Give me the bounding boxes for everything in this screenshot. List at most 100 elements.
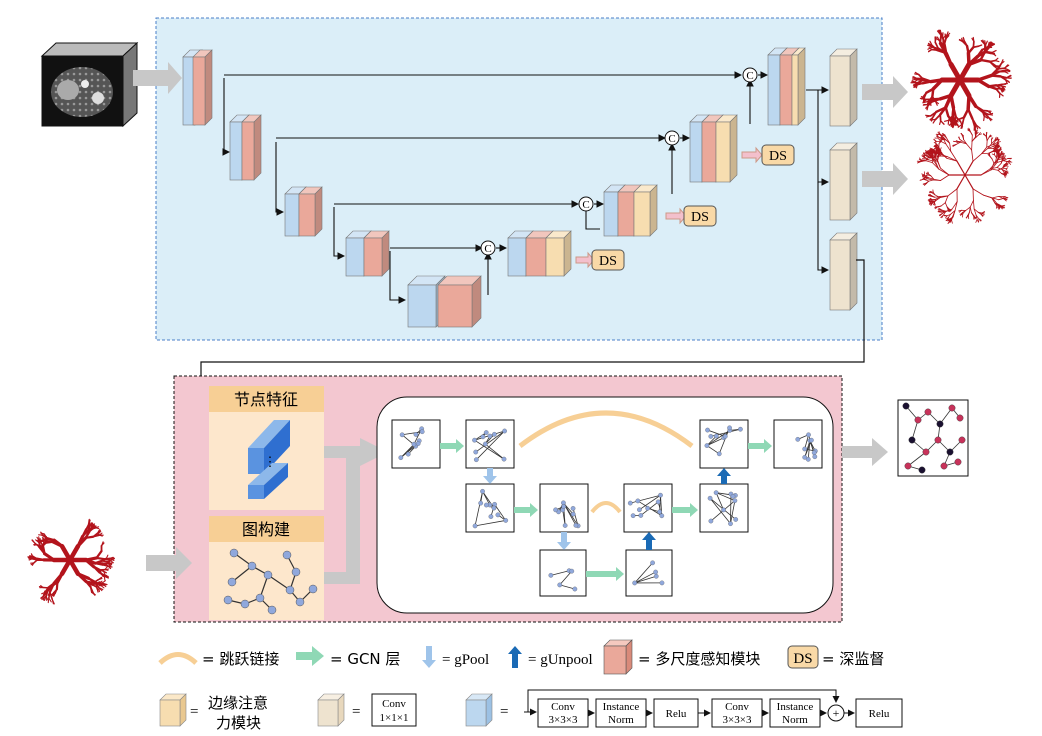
- gpool-arrow: [557, 532, 571, 550]
- svg-text:= gPool: = gPool: [442, 652, 489, 668]
- graph-node-box: [391, 419, 441, 469]
- graph-icon: [223, 548, 318, 615]
- vessel-input-image: [27, 518, 116, 605]
- gcn-layer-arrow: [586, 567, 624, 581]
- svg-text:Relu: Relu: [869, 708, 890, 720]
- connection-line: [817, 182, 830, 274]
- legend: = 跳跃链接 = GCN 层 = gPool = gUnpool = 多尺度感知…: [158, 639, 903, 732]
- graph-node-box: [699, 483, 749, 533]
- feature-block: [715, 114, 738, 183]
- svg-text:Instance: Instance: [777, 701, 814, 713]
- gcn-layer-arrow: [514, 503, 538, 517]
- svg-text:=: =: [352, 704, 360, 720]
- graph-node-box: [465, 419, 515, 469]
- graph-node-box: [623, 483, 673, 533]
- multiscale-block-icon: [603, 639, 633, 675]
- svg-text:DS: DS: [691, 210, 709, 225]
- feature-block: [241, 114, 262, 181]
- ds-box: DS: [741, 144, 795, 166]
- skip-arc: [590, 501, 622, 514]
- output-graph-image: [897, 399, 969, 477]
- residual-block-icon: [465, 693, 493, 727]
- svg-text:+: +: [833, 706, 840, 720]
- input-arrow: [133, 62, 182, 94]
- feature-block: [437, 275, 482, 328]
- connection-line: [585, 209, 600, 230]
- graph-node-box: [539, 483, 589, 533]
- svg-text:1×1×1: 1×1×1: [380, 712, 409, 724]
- feature-block: [829, 142, 858, 221]
- svg-text:⋮: ⋮: [264, 454, 277, 469]
- feature-block: [829, 232, 858, 311]
- svg-text:3×3×3: 3×3×3: [549, 714, 578, 726]
- graph-node-box: [539, 549, 587, 597]
- svg-text:=: =: [500, 704, 508, 720]
- conv1-block-icon: [317, 693, 345, 727]
- feature-block: [192, 49, 213, 126]
- node-feature-title: 节点特征: [234, 390, 298, 409]
- vessel-segmentation-output: [910, 29, 1012, 132]
- svg-text:3×3×3: 3×3×3: [723, 714, 752, 726]
- feature-block: [791, 47, 806, 126]
- feature-block: [829, 48, 858, 127]
- skip-arc-icon: [158, 652, 198, 665]
- svg-text:DS: DS: [599, 254, 617, 269]
- skip-arc: [518, 410, 694, 448]
- concat-node: C: [578, 196, 594, 212]
- ds-box: DS: [575, 249, 625, 271]
- gunpool-arrow: [642, 532, 656, 550]
- graph-node-box: [699, 419, 749, 469]
- vessel-skeleton-output: [916, 127, 1013, 224]
- connection-line: [222, 78, 231, 156]
- svg-text:C: C: [484, 243, 491, 255]
- svg-text:DS: DS: [793, 651, 812, 667]
- ds-box: DS: [665, 205, 717, 227]
- graph-build-title: 图构建: [242, 520, 290, 539]
- feature-block: [545, 230, 572, 277]
- feature-block: [298, 186, 323, 237]
- svg-text:边缘注意: 边缘注意: [208, 694, 268, 712]
- svg-text:=: =: [190, 704, 198, 720]
- svg-text:C: C: [668, 133, 675, 145]
- svg-text:Norm: Norm: [782, 714, 808, 726]
- svg-text:Conv: Conv: [382, 698, 406, 710]
- svg-text:C: C: [582, 199, 589, 211]
- svg-text:力模块: 力模块: [216, 714, 261, 732]
- feature-block: [363, 230, 390, 277]
- concat-node: C: [664, 130, 680, 146]
- svg-text:= GCN 层: = GCN 层: [330, 650, 400, 668]
- svg-text:C: C: [746, 70, 753, 82]
- ct-input-image: [40, 41, 139, 128]
- graph-node-box: [465, 483, 515, 533]
- svg-text:= 深监督: = 深监督: [822, 650, 884, 668]
- gcn-arrow-icon: [296, 646, 324, 666]
- feature-block: [633, 184, 658, 237]
- connection-line: [389, 251, 407, 304]
- gpool-icon: [422, 646, 436, 668]
- svg-text:Norm: Norm: [608, 714, 634, 726]
- svg-text:Conv: Conv: [551, 701, 575, 713]
- input-arrow: [146, 547, 192, 579]
- svg-text:Conv: Conv: [725, 701, 749, 713]
- svg-text:DS: DS: [769, 149, 787, 164]
- edge-attention-block-icon: [159, 693, 187, 727]
- concat-node: C: [480, 240, 496, 256]
- concat-node: C: [742, 67, 758, 83]
- graph-node-box: [625, 549, 673, 597]
- svg-text:= 多尺度感知模块: = 多尺度感知模块: [638, 650, 760, 668]
- output-arrow: [862, 163, 908, 195]
- svg-text:= gUnpool: = gUnpool: [528, 652, 593, 668]
- svg-text:= 跳跃链接: = 跳跃链接: [202, 650, 279, 668]
- connection-line: [333, 207, 346, 260]
- connection-line: [275, 142, 285, 216]
- svg-text:Relu: Relu: [666, 708, 687, 720]
- graph-node-box: [773, 419, 823, 469]
- gunpool-arrow: [717, 468, 731, 484]
- output-arrow: [842, 438, 888, 466]
- gunpool-icon: [508, 646, 522, 668]
- feature-stack-icon: ⋮: [248, 420, 290, 499]
- gcn-layer-arrow: [440, 439, 464, 453]
- gcn-layer-arrow: [748, 439, 772, 453]
- gcn-layer-arrow: [672, 503, 698, 517]
